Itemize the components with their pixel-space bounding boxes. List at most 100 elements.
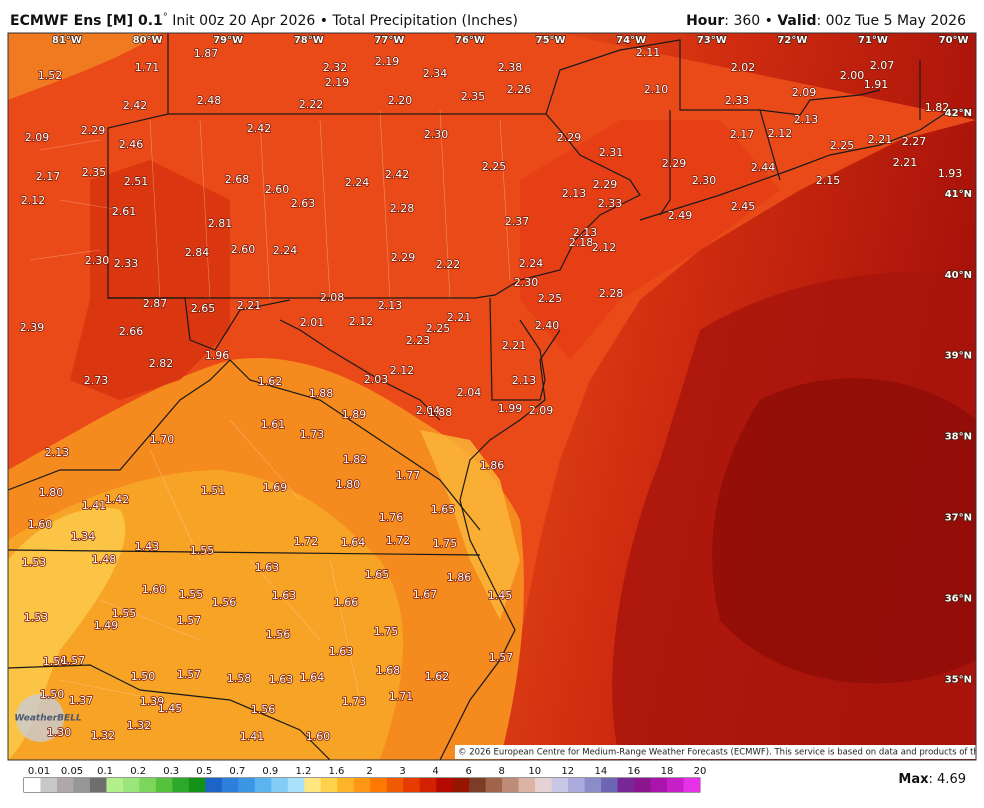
counties xyxy=(29,109,511,701)
longitude-label: 77°W xyxy=(374,35,404,46)
precip-label: 2.84 xyxy=(185,246,210,259)
colorbar-label: 1.2 xyxy=(295,766,311,777)
precip-label: 2.27 xyxy=(902,135,927,148)
precip-label: 1.87 xyxy=(194,47,219,60)
precip-label: 2.44 xyxy=(751,161,776,174)
degree: ° xyxy=(163,12,168,23)
precip-label: 2.28 xyxy=(390,202,415,215)
precip-label: 1.73 xyxy=(342,695,367,708)
precip-label: 1.72 xyxy=(294,535,319,548)
colorbar-swatch xyxy=(139,778,157,792)
colorbar-label: 0.9 xyxy=(262,766,278,777)
precip-label: 2.73 xyxy=(84,374,109,387)
precip-label: 1.73 xyxy=(300,428,325,441)
precip-label: 2.60 xyxy=(265,183,290,196)
precip-label: 2.04 xyxy=(457,386,482,399)
precip-label: 2.09 xyxy=(529,404,554,417)
precip-label: 2.11 xyxy=(636,46,661,59)
bay-yellow xyxy=(420,430,520,620)
precip-label: 2.13 xyxy=(378,299,403,312)
precip-label: 2.45 xyxy=(731,200,756,213)
max-label: Max xyxy=(898,772,929,787)
colorbar-label: 0.01 xyxy=(28,766,50,777)
colorbar-label: 0.5 xyxy=(196,766,212,777)
precip-label: 1.63 xyxy=(329,645,354,658)
colorbar-swatch xyxy=(469,778,486,792)
precip-label: 1.91 xyxy=(864,78,889,91)
precip-label: 1.86 xyxy=(447,571,472,584)
colorbar-swatch xyxy=(304,778,322,792)
logo: WeatherBELL xyxy=(14,714,82,724)
precip-label: 2.12 xyxy=(21,194,46,207)
precip-label: 2.17 xyxy=(730,128,755,141)
colorbar-swatch xyxy=(650,778,668,792)
precip-label: 1.50 xyxy=(131,670,156,683)
precip-label: 1.34 xyxy=(71,530,96,543)
colorbar-label: 10 xyxy=(528,766,541,777)
precip-label: 2.10 xyxy=(644,83,669,96)
latitude-label: 40°N xyxy=(945,270,972,281)
precip-label: 1.56 xyxy=(212,596,237,609)
precip-label: 1.89 xyxy=(342,408,367,421)
precip-label: 1.48 xyxy=(92,553,117,566)
precip-label: 2.46 xyxy=(119,138,144,151)
precip-label: 1.53 xyxy=(24,611,49,624)
colorbar-label: 0.2 xyxy=(130,766,146,777)
colorbar-label: 0.1 xyxy=(97,766,113,777)
precip-label: 1.76 xyxy=(379,511,404,524)
colorbar-label: 0.7 xyxy=(229,766,245,777)
precip-label: 1.82 xyxy=(343,453,368,466)
colorbar-swatch xyxy=(452,778,470,792)
colorbar-swatch xyxy=(155,778,173,792)
colorbar-label: 14 xyxy=(594,766,607,777)
valid-time: Hour: 360 • Valid: 00z Tue 5 May 2026 xyxy=(686,13,966,29)
precip-label: 2.29 xyxy=(391,251,416,264)
precip-label: 2.33 xyxy=(725,94,750,107)
latitude-label: 36°N xyxy=(945,593,972,604)
precip-label: 2.48 xyxy=(197,94,222,107)
colorbar-swatch xyxy=(518,778,536,792)
precip-label: 2.30 xyxy=(514,276,539,289)
precip-label: 2.03 xyxy=(364,373,389,386)
precip-label: 2.30 xyxy=(424,128,449,141)
precip-label: 1.62 xyxy=(258,375,283,388)
precip-label: 1.71 xyxy=(389,690,414,703)
precip-label: 1.68 xyxy=(376,664,401,677)
precip-label: 1.86 xyxy=(480,459,505,472)
precip-label: 1.82 xyxy=(925,101,950,114)
precip-label: 2.87 xyxy=(143,297,168,310)
precip-label: 1.60 xyxy=(142,583,167,596)
precip-label: 2.81 xyxy=(208,217,233,230)
precip-label: 2.29 xyxy=(593,178,618,191)
precip-label: 1.42 xyxy=(105,493,130,506)
precip-label: 2.33 xyxy=(598,197,623,210)
precip-label: 1.58 xyxy=(227,672,252,685)
precip-label: 2.21 xyxy=(237,299,262,312)
coast-band xyxy=(520,120,780,360)
precip-label: 2.12 xyxy=(349,315,374,328)
precip-label: 2.61 xyxy=(112,205,137,218)
latitude-label: 39°N xyxy=(945,351,972,362)
precip-label: 2.13 xyxy=(573,226,598,239)
title-rest: Init 00z 20 Apr 2026 • Total Precipitati… xyxy=(168,13,518,29)
colorbar-swatch xyxy=(386,778,404,792)
precip-label: 2.19 xyxy=(375,55,400,68)
colorbar-label: 0.05 xyxy=(61,766,83,777)
precip-label: 1.45 xyxy=(158,702,183,715)
copyright-box xyxy=(455,745,976,759)
precip-label: 2.23 xyxy=(406,334,431,347)
precip-label: 1.88 xyxy=(309,387,334,400)
precip-label: 2.25 xyxy=(538,292,563,305)
precip-label: 1.45 xyxy=(488,589,513,602)
longitude-label: 73°W xyxy=(697,35,727,46)
precip-label: 2.19 xyxy=(325,76,350,89)
longitude-label: 76°W xyxy=(455,35,485,46)
map: © 2026 European Centre for Medium-Range … xyxy=(8,33,976,760)
precip-label: 2.04 xyxy=(416,404,441,417)
colorbar-swatch xyxy=(238,778,256,792)
precip-label: 2.13 xyxy=(45,446,70,459)
longitude-label: 70°W xyxy=(939,35,969,46)
precip-label: 2.15 xyxy=(816,174,841,187)
precip-label: 1.41 xyxy=(82,499,107,512)
